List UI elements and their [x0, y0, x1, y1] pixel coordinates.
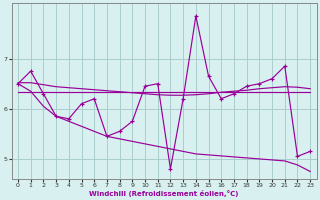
X-axis label: Windchill (Refroidissement éolien,°C): Windchill (Refroidissement éolien,°C) — [89, 190, 239, 197]
